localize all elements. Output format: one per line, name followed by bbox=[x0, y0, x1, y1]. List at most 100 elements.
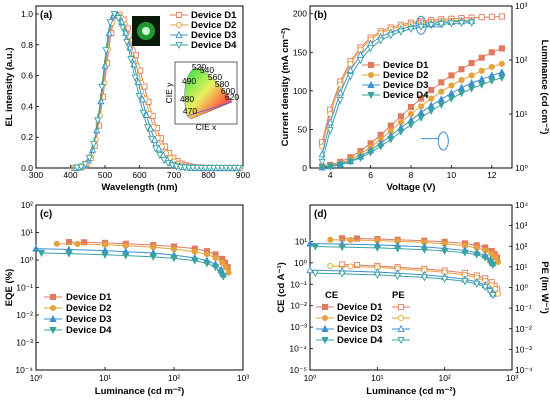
eqe-point bbox=[211, 264, 220, 272]
legend-entry: Device D2 bbox=[191, 20, 236, 31]
data-point bbox=[106, 19, 114, 27]
current-point bbox=[498, 60, 505, 67]
y-tick-label: 10¹ bbox=[21, 228, 33, 238]
y-axis-label: EQE (%) bbox=[4, 269, 15, 306]
current-point bbox=[407, 121, 415, 129]
cie-y-label: CIE y bbox=[164, 82, 174, 104]
pe-point bbox=[373, 271, 381, 279]
current-point bbox=[428, 95, 435, 102]
data-point bbox=[138, 95, 146, 103]
data-point bbox=[142, 110, 151, 119]
pe-line-2 bbox=[330, 265, 499, 294]
eqe-point bbox=[203, 260, 211, 268]
luminance-point bbox=[346, 66, 355, 74]
cie-wavelength-label: 540 bbox=[200, 65, 214, 75]
current-point bbox=[488, 77, 496, 85]
pe-point bbox=[347, 263, 354, 270]
data-point bbox=[147, 136, 156, 144]
x-tick-label: 300 bbox=[29, 170, 43, 180]
legend-entry: Device D2 bbox=[337, 313, 382, 324]
luminance-point bbox=[397, 28, 405, 36]
data-point bbox=[201, 164, 210, 173]
x-tick-label: 600 bbox=[132, 170, 146, 180]
panel-d-label: (d) bbox=[314, 209, 327, 220]
data-point bbox=[132, 51, 140, 58]
legend-marker-ce bbox=[321, 336, 329, 345]
eqe-point bbox=[122, 242, 129, 249]
legend-entry: Device D4 bbox=[337, 335, 383, 346]
luminance-point bbox=[377, 37, 385, 45]
current-point bbox=[498, 45, 505, 52]
data-point bbox=[97, 96, 105, 105]
luminance-point bbox=[336, 88, 344, 96]
current-point bbox=[488, 49, 495, 56]
y2-tick-label: 10⁻² bbox=[515, 324, 532, 334]
eqe-point bbox=[101, 251, 109, 259]
y-tick-label: 10⁻¹ bbox=[16, 283, 33, 293]
legend-marker bbox=[367, 80, 375, 89]
legend-marker bbox=[175, 41, 183, 50]
luminance-line-3 bbox=[321, 20, 472, 155]
luminance-point bbox=[387, 32, 395, 40]
data-point bbox=[94, 117, 102, 125]
cie-wavelength-label: 600 bbox=[221, 86, 235, 96]
current-point bbox=[417, 114, 425, 122]
luminance-point bbox=[318, 158, 326, 166]
current-point bbox=[387, 122, 394, 129]
current-point bbox=[428, 87, 435, 94]
luminance-point bbox=[417, 23, 425, 32]
current-point bbox=[326, 163, 334, 171]
current-point bbox=[468, 60, 475, 67]
y2-tick-label: 10⁰ bbox=[515, 163, 528, 173]
data-point bbox=[131, 74, 139, 82]
luminance-point bbox=[326, 127, 334, 135]
legend-marker-pe bbox=[397, 324, 405, 333]
luminance-point bbox=[488, 13, 495, 20]
current-point bbox=[427, 107, 435, 116]
luminance-point bbox=[457, 19, 466, 28]
eqe-point bbox=[37, 249, 46, 258]
luminance-point bbox=[498, 13, 505, 20]
ce-point bbox=[441, 247, 449, 256]
eqe-point bbox=[216, 269, 225, 277]
x-tick-label: 10³ bbox=[237, 373, 249, 383]
current-point bbox=[468, 72, 475, 79]
data-point bbox=[143, 124, 152, 132]
y-tick-label: 10¹ bbox=[295, 236, 307, 246]
legend-entry: Device D1 bbox=[383, 60, 429, 71]
y2-tick-label: 10³ bbox=[515, 1, 527, 11]
current-point bbox=[397, 128, 405, 136]
x-tick-label: 700 bbox=[167, 170, 181, 180]
data-point bbox=[124, 25, 131, 32]
eqe-line-2 bbox=[56, 243, 230, 273]
ce-point bbox=[481, 254, 489, 262]
cie-wavelength-label: 520 bbox=[192, 62, 206, 72]
y-axis-label: CE (cd A⁻¹) bbox=[276, 262, 287, 313]
y-axis-label: Current density (mA cm⁻²) bbox=[280, 28, 291, 147]
luminance-point bbox=[336, 97, 344, 105]
ce-line-2 bbox=[330, 239, 499, 263]
legend-marker bbox=[367, 61, 375, 69]
luminance-point bbox=[467, 19, 476, 27]
ce-point bbox=[420, 246, 429, 254]
cie-wavelength-label: 620 bbox=[225, 92, 239, 102]
x-tick-label: 800 bbox=[201, 170, 215, 180]
luminance-point bbox=[437, 21, 445, 29]
legend-marker bbox=[367, 91, 375, 100]
y-tick-label: 0.8 bbox=[21, 40, 33, 50]
data-point bbox=[101, 61, 109, 69]
legend-entry: Device D3 bbox=[337, 324, 382, 335]
data-point bbox=[226, 164, 234, 173]
y2-tick-label: 10² bbox=[515, 55, 527, 65]
y-tick-label: 10⁻⁴ bbox=[289, 344, 307, 354]
legend-marker bbox=[49, 326, 57, 335]
pe-point bbox=[420, 274, 429, 282]
eqe-point bbox=[219, 259, 226, 266]
eqe-point bbox=[170, 246, 178, 253]
data-point bbox=[152, 145, 160, 153]
data-point bbox=[110, 11, 118, 19]
y2-tick-label: 10⁻¹ bbox=[515, 303, 532, 313]
data-point bbox=[81, 161, 89, 169]
eqe-point bbox=[32, 244, 40, 252]
legend-marker bbox=[49, 314, 57, 323]
